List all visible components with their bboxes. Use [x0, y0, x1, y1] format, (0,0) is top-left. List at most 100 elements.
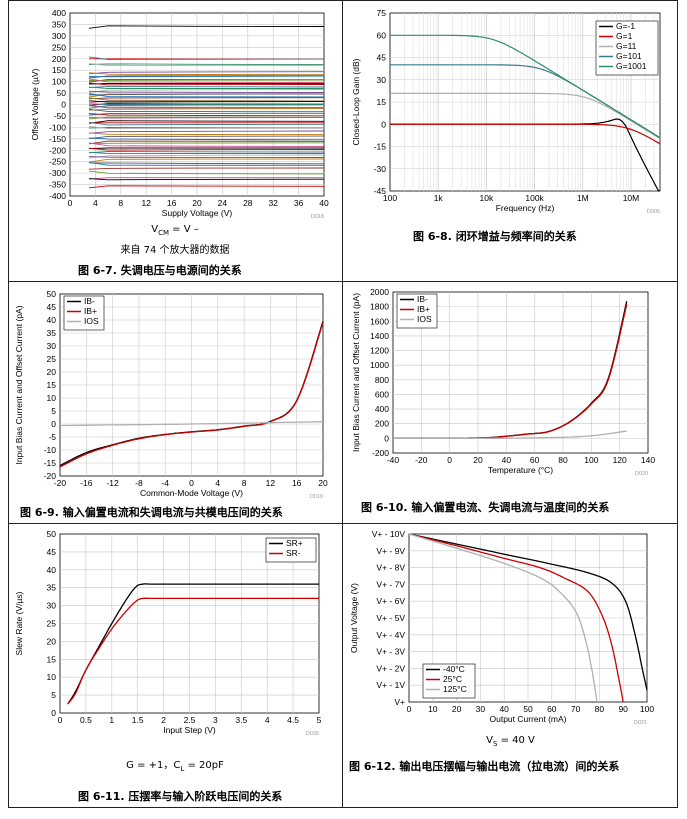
fig9-ytick-label: 20 — [47, 367, 57, 377]
fig11-subtitle-sub: L — [180, 765, 185, 773]
fig7-series-line — [88, 158, 325, 163]
fig11-ytick-label: 35 — [47, 583, 57, 593]
fig7-subtitle-sub: CM — [158, 229, 169, 237]
slew-rate-chart: 0 0.5 1 1.5 2 2.5 3 3.5 4 4.5 50510152025303540455… — [14, 529, 322, 737]
fig12-ytick-label: V+ - 9V — [376, 546, 405, 556]
fig7-series-line — [88, 75, 325, 78]
fig8-ytick-label: 0 — [381, 119, 386, 129]
fig9-xtick-label: -16 — [80, 478, 93, 488]
fig11-ylabel: Slew Rate (V/µs) — [14, 591, 24, 655]
fig7-series-line — [88, 155, 325, 158]
fig7-series-line — [88, 85, 325, 89]
fig7-series-line — [88, 185, 325, 189]
fig10-ytick-label: 1400 — [370, 331, 389, 341]
fig7-series-line — [88, 137, 325, 141]
fig7-series-line — [88, 177, 324, 180]
fig10-series-line — [393, 430, 627, 440]
fig7-ytick-label: -300 — [49, 168, 66, 178]
fig12-xtick-label: 10 — [428, 704, 438, 714]
fig12-subtitle-suffix: = 40 V — [497, 735, 535, 746]
fig11-legend-label: SR+ — [286, 538, 303, 548]
fig8-xtick-label: 10M — [623, 193, 640, 203]
fig9-ytick-label: 5 — [51, 406, 56, 416]
fig11-xtick-label: 4.5 — [287, 715, 299, 725]
fig7-series-line — [88, 25, 325, 29]
fig9-legend-label: IB- — [84, 296, 95, 306]
fig12-ytick-label: V+ - 8V — [376, 563, 405, 573]
fig11-ytick-label: 0 — [51, 708, 56, 718]
fig7-ylabel: Offset Voltage (µV) — [30, 68, 40, 140]
fig11-xtick-label: 3.5 — [235, 715, 247, 725]
fig11-series-line — [67, 597, 319, 705]
fig11-subtitle: G = +1，CL = 20pF — [8, 756, 342, 773]
fig7-ytick-label: 0 — [61, 100, 66, 110]
fig9-xtick-label: 12 — [266, 478, 276, 488]
fig8-legend-label: G=1 — [616, 31, 633, 41]
fig9-xtick-label: -8 — [135, 478, 143, 488]
fig9-xtick-label: 16 — [292, 478, 302, 488]
fig10-xtick-label: 40 — [502, 455, 512, 465]
figure-6-10: -40 -20 0 20 40 60 80 100 120 140 -200 0 200 400 600 80… — [343, 282, 678, 523]
fig7-series-line — [88, 93, 325, 98]
fig7-series-line — [88, 72, 325, 76]
fig12-xtick-label: 30 — [476, 704, 486, 714]
fig9-ytick-label: 30 — [47, 341, 57, 351]
fig12-figure-id: D021 — [634, 720, 647, 726]
fig11-legend-box — [265, 537, 317, 563]
fig8-series-line — [390, 92, 661, 140]
fig7-xtick-label: 28 — [243, 198, 253, 208]
fig10-legend-label: IB- — [417, 294, 428, 304]
fig7-figure-id: D018 — [311, 214, 324, 220]
fig9-xlabel: Common-Mode Voltage (V) — [140, 488, 243, 498]
fig7-xtick-label: 4 — [93, 198, 98, 208]
fig12-ytick-label: V+ - 5V — [376, 613, 405, 623]
fig9-ytick-label: 50 — [47, 289, 57, 299]
fig12-legend-label: -40°C — [443, 664, 465, 674]
fig12-ytick-label: V+ - 6V — [376, 596, 405, 606]
fig10-ytick-label: 1000 — [370, 360, 389, 370]
fig9-ytick-label: 15 — [47, 380, 57, 390]
bias-vs-cm-chart: -20 -16 -12 -8 -4 0 4 8 12 16 20 -20 -15 -10 -5 0 5 10 15 2… — [14, 289, 328, 500]
fig7-ytick-label: -150 — [49, 134, 66, 144]
fig9-xtick-label: 8 — [242, 478, 247, 488]
fig12-series-line — [408, 533, 598, 703]
fig7-series-line — [88, 147, 324, 150]
fig9-series-line — [59, 322, 324, 468]
fig7-ytick-label: 350 — [52, 19, 66, 29]
fig12-ytick-label: V+ - 3V — [376, 647, 405, 657]
fig12-xtick-label: 0 — [407, 704, 412, 714]
fig7-series-line — [88, 63, 324, 67]
fig8-ytick-label: 30 — [377, 75, 387, 85]
fig9-xtick-label: 20 — [318, 478, 328, 488]
fig12-xtick-label: 80 — [595, 704, 605, 714]
fig12-xtick-label: 60 — [547, 704, 557, 714]
fig9-xtick-label: -4 — [161, 478, 169, 488]
fig7-series-line — [88, 142, 325, 144]
fig11-ytick-label: 20 — [47, 636, 57, 646]
fig10-ytick-label: 800 — [375, 375, 389, 385]
fig7-ytick-label: -350 — [49, 180, 66, 190]
fig7-ytick-label: 50 — [57, 88, 67, 98]
fig7-ytick-label: 400 — [52, 8, 66, 18]
fig8-caption: 图 6-8. 闭环增益与频率间的关系 — [413, 230, 577, 243]
fig9-caption: 图 6-9. 输入偏置电流和失调电流与共模电压间的关系 — [20, 506, 283, 519]
fig11-legend-label: SR- — [286, 548, 301, 558]
fig10-ytick-label: 1800 — [370, 302, 389, 312]
fig9-ytick-label: 25 — [47, 354, 57, 364]
fig9-ytick-label: 10 — [47, 393, 57, 403]
fig12-subtitle: VS = 40 V — [343, 735, 678, 748]
fig7-ytick-label: 100 — [52, 77, 66, 87]
fig7-series-line — [88, 104, 325, 109]
fig11-caption: 图 6-11. 压摆率与输入阶跃电压间的关系 — [78, 790, 283, 803]
fig8-xlabel: Frequency (Hz) — [496, 203, 555, 213]
fig8-series-line — [390, 123, 661, 145]
fig12-legend-label: 125°C — [443, 684, 467, 694]
fig8-xtick-label: 100 — [383, 193, 397, 203]
fig7-xtick-label: 36 — [294, 198, 304, 208]
fig11-ytick-label: 45 — [47, 547, 57, 557]
fig11-xtick-label: 1.5 — [132, 715, 144, 725]
fig12-ylabel: Output Voltage (V) — [349, 583, 359, 653]
fig11-ytick-label: 15 — [47, 654, 57, 664]
fig11-xtick-label: 1 — [109, 715, 114, 725]
fig7-series-line — [88, 82, 325, 86]
